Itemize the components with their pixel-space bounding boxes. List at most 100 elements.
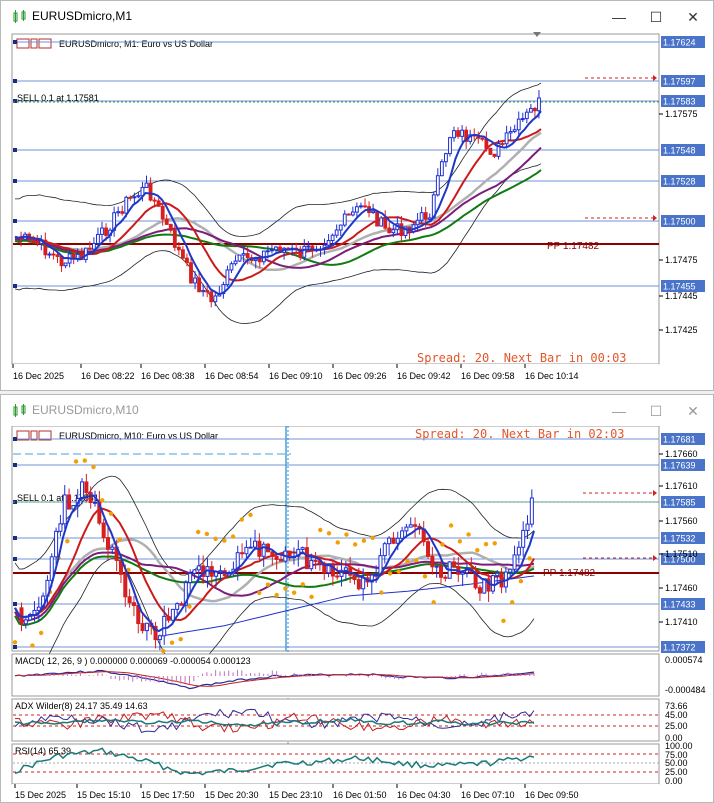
ma-grey [13, 538, 535, 619]
candle-body [237, 254, 242, 262]
price-tag-label: 1.17585 [663, 498, 696, 508]
ma-grey [14, 131, 542, 272]
candle-body [330, 565, 335, 577]
price-tag [661, 532, 705, 544]
candle-body [183, 582, 188, 606]
sar-dot [492, 541, 497, 546]
candle-body [127, 596, 132, 604]
price-tag [661, 36, 705, 48]
arrow-icon [653, 490, 657, 496]
ma-purple [14, 551, 535, 623]
candle-body [144, 622, 149, 632]
adx-scale-label: 45.00 [665, 710, 688, 720]
candle-body [136, 195, 141, 198]
candle-body [304, 547, 309, 570]
candle-body [92, 501, 98, 504]
sar-dot [222, 538, 227, 543]
candle-body [400, 530, 405, 539]
candle-body [379, 217, 384, 227]
maximize-icon[interactable]: ☐ [649, 403, 663, 419]
ma-blue [14, 110, 542, 296]
sar-dot [257, 590, 262, 596]
menu-icon [16, 38, 30, 49]
price-tag-label: 1.17639 [663, 461, 696, 471]
candle-body [525, 523, 530, 531]
sar-dot [274, 592, 279, 598]
candle-body [451, 561, 457, 568]
price-chart-m10[interactable]: EURUSDmicro, M10: Euro vs US Dollar Sprea… [1, 426, 713, 802]
candle-body [197, 277, 202, 293]
level-handle [13, 557, 17, 561]
sar-dot [309, 594, 314, 600]
price-chart-m1[interactable]: EURUSDmicro, M1: Euro vs US Dollar 1.1762… [1, 32, 713, 390]
rsi-scale-label: 0.00 [665, 776, 683, 786]
candle-body [438, 565, 444, 578]
candle-body [330, 234, 335, 242]
level-handle [13, 148, 17, 152]
candle-body [477, 587, 482, 594]
candle-body [339, 569, 344, 577]
candle-body [512, 129, 517, 132]
scale-label: 1.17660 [665, 449, 698, 459]
maximize-icon[interactable]: ☐ [649, 9, 663, 25]
level-handle [13, 602, 17, 606]
sar-dot [283, 586, 288, 591]
candle-body [504, 132, 509, 145]
candle-body [116, 211, 121, 214]
candle-body [334, 229, 339, 236]
price-tag [661, 496, 705, 508]
candle-body [399, 223, 404, 236]
sar-dot [73, 459, 79, 464]
sar-dot [230, 534, 236, 539]
adx-scale-label: 73.66 [665, 701, 688, 711]
rsi-line [14, 747, 535, 776]
close-icon[interactable]: ✕ [687, 403, 699, 419]
time-label: 16 Dec 09:50 [525, 790, 579, 800]
menu-icon [16, 430, 30, 441]
close-icon[interactable]: ✕ [687, 9, 699, 25]
title-bar[interactable]: EURUSDmicro,M10 — ☐ ✕ [1, 395, 713, 426]
candle-body [427, 217, 432, 220]
price-tag-label: 1.17372 [663, 643, 696, 653]
chart-window-m1[interactable]: EURUSDmicro,M1 — ☐ ✕ EURUSDmicro, M1: Eu… [0, 0, 714, 391]
candle-body [460, 572, 465, 575]
candle-body [261, 543, 266, 557]
candle-body [499, 572, 504, 588]
minimize-icon[interactable]: — [612, 9, 626, 25]
ma-long-blue [160, 575, 535, 637]
candle-body [309, 559, 314, 570]
price-tag-label: 1.17681 [663, 435, 696, 445]
price-tag-label: 1.17597 [663, 77, 696, 87]
candle-body [128, 196, 133, 199]
candle-body [346, 213, 351, 216]
title-bar[interactable]: EURUSDmicro,M1 — ☐ ✕ [1, 1, 713, 32]
sar-dot [457, 539, 463, 544]
price-tag [661, 215, 705, 227]
candle-body [435, 175, 440, 196]
sar-dot [30, 643, 35, 648]
time-label: 15 Dec 2025 [15, 790, 66, 800]
sar-dot [161, 648, 166, 654]
candle-body [120, 211, 125, 214]
tile-icon [30, 430, 38, 441]
level-handle [13, 179, 17, 183]
candle-body [492, 153, 497, 157]
candle-body [175, 603, 180, 610]
price-tag [661, 598, 705, 610]
candle-body [298, 248, 303, 258]
sar-dot [248, 512, 253, 518]
candle-body [185, 257, 189, 264]
sar-dot [509, 600, 515, 605]
sar-dot [12, 640, 18, 645]
candle-body [164, 218, 169, 225]
candle-body [88, 492, 93, 504]
minimize-icon[interactable]: — [612, 403, 626, 419]
candle-body [434, 565, 439, 568]
ma-green [14, 555, 535, 627]
sar-dot [213, 536, 218, 542]
chart-window-m10[interactable]: EURUSDmicro,M10 — ☐ ✕ EURUSDmicro, M10: … [0, 394, 714, 803]
candle-body [274, 246, 278, 251]
scale-label: 1.17410 [665, 617, 698, 627]
candle-body [354, 206, 359, 213]
candle-body [105, 537, 111, 550]
